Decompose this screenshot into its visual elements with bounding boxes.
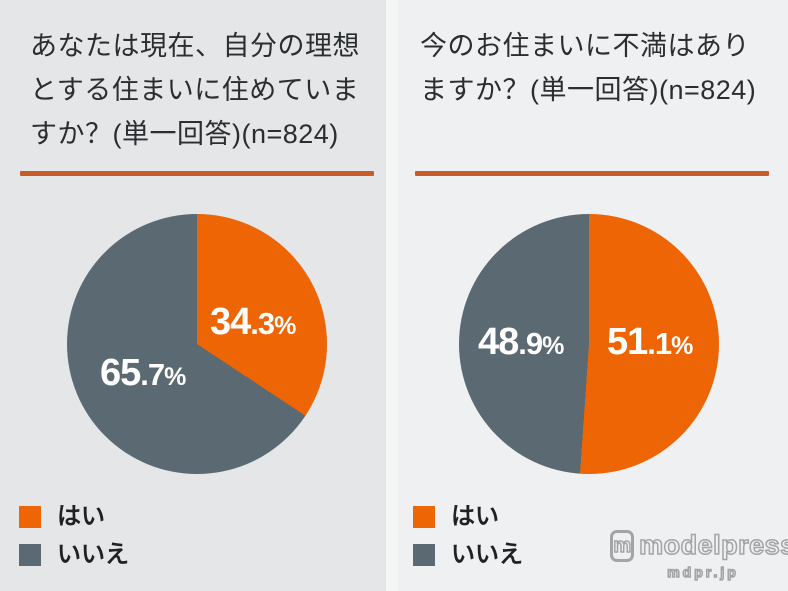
slice-label-yes: 34.3% (210, 303, 296, 341)
slice-value-int: 48 (478, 321, 519, 363)
legend-label-yes: はい (451, 503, 499, 530)
logo-letter: m (613, 535, 632, 557)
legend-item-yes: はい (413, 505, 499, 529)
title-line: ますか？(単一回答)(n=824) (420, 75, 757, 105)
panel-dissatisfaction-question: 今のお住まいに不満はあり ますか？(単一回答)(n=824) 51.1% 48.… (398, 0, 788, 591)
slice-label-no: 48.9% (478, 323, 564, 361)
slice-value-int: 51 (607, 321, 648, 363)
slice-value-int: 65 (100, 352, 141, 394)
legend-swatch-no (413, 544, 435, 566)
legend-swatch-no (19, 544, 41, 566)
question-title-ideal-home: あなたは現在、自分の理想 とする住まいに住めていま すか？(単一回答)(n=82… (30, 24, 360, 156)
modelpress-logo-icon: m (610, 530, 635, 562)
pie-chart-ideal-home (67, 214, 327, 474)
title-underline (20, 171, 374, 176)
percent-sign: % (274, 312, 297, 340)
title-line: あなたは現在、自分の理想 (30, 31, 360, 61)
legend-swatch-yes (413, 506, 435, 528)
legend-label-no: いいえ (57, 541, 129, 568)
panel-divider (386, 0, 398, 591)
slice-value-int: 34 (210, 301, 251, 343)
legend-label-yes: はい (57, 503, 105, 530)
percent-sign: % (542, 332, 565, 360)
slice-label-no: 65.7% (100, 354, 186, 392)
legend-item-no: いいえ (413, 543, 523, 567)
legend-label-no: いいえ (451, 541, 523, 568)
panel-ideal-home-question: あなたは現在、自分の理想 とする住まいに住めていま すか？(単一回答)(n=82… (0, 0, 386, 591)
percent-sign: % (164, 363, 187, 391)
title-underline (415, 171, 769, 176)
slice-value-dec: .9 (518, 326, 543, 361)
slice-value-dec: .7 (140, 357, 165, 392)
slice-label-yes: 51.1% (607, 323, 693, 361)
pie-chart-dissatisfaction (459, 214, 719, 474)
legend-item-yes: はい (19, 505, 105, 529)
legend-swatch-yes (19, 506, 41, 528)
modelpress-watermark: m modelpress mdpr.jp (610, 530, 788, 581)
legend-item-no: いいえ (19, 543, 129, 567)
slice-value-dec: .3 (250, 306, 275, 341)
question-title-dissatisfaction: 今のお住まいに不満はあり ますか？(単一回答)(n=824) (420, 24, 756, 112)
modelpress-domain: mdpr.jp (666, 563, 739, 581)
modelpress-logo-text: modelpress (638, 530, 788, 561)
percent-sign: % (671, 332, 694, 360)
title-line: とする住まいに住めていま (30, 75, 360, 105)
title-line: すか？(単一回答)(n=824) (30, 119, 339, 149)
slice-value-dec: .1 (647, 326, 672, 361)
title-line: 今のお住まいに不満はあり (420, 31, 750, 61)
